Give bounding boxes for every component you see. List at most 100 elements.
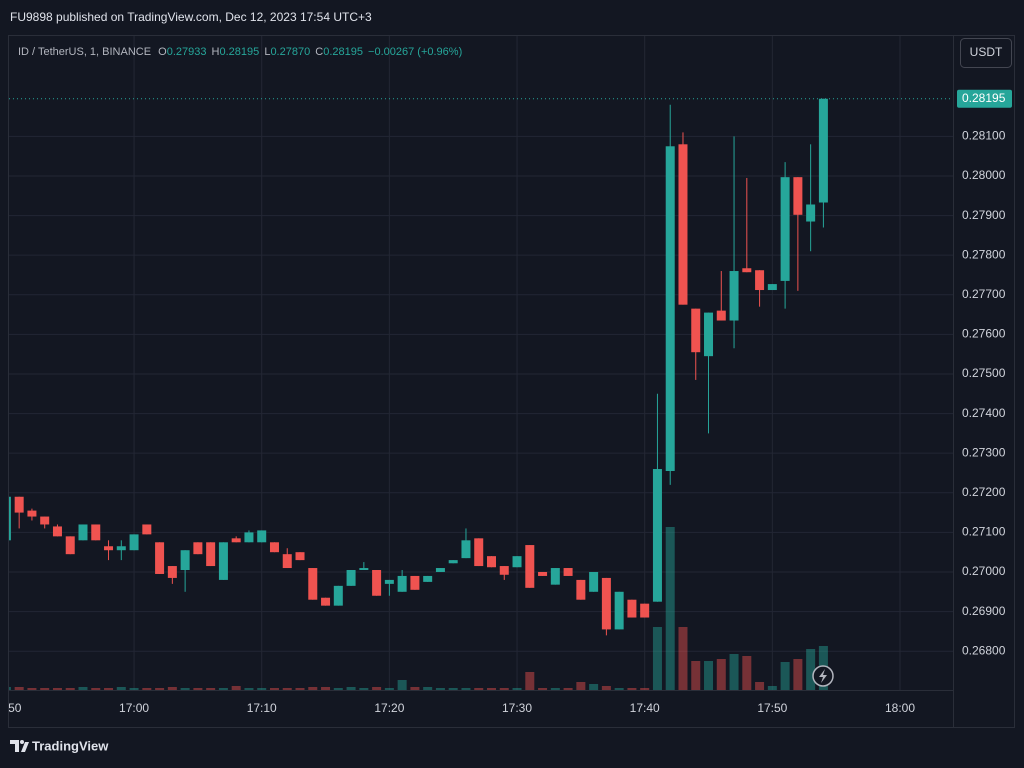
candle-body [652,469,662,602]
currency-label[interactable]: USDT [970,45,1003,59]
volume-bar [104,688,114,690]
chart-frame [8,35,1015,728]
volume-bar [576,682,586,690]
x-tick-label: 17:50 [757,701,787,715]
candle-body [614,591,624,630]
legend-label: L [264,46,270,58]
plot: 16:50 17:00 17:10 17:20 17:30 17:40 17:50 18:00 [0,98,953,715]
candle-body [206,542,216,567]
volume-bar [257,688,267,690]
candle-body [742,268,752,273]
y-tick-label: 0.27400 [962,406,1006,420]
volume-bar [550,688,560,690]
volume-bar [155,688,165,690]
volume-bar [372,687,382,690]
candle-body [704,312,714,357]
volume-bar [206,688,216,690]
candle-body [218,542,228,580]
candle-body [780,177,790,281]
volume-bar [563,688,573,690]
volume-bar [652,627,662,690]
volume-bar [282,688,292,690]
brand-logo [10,740,29,752]
volume-bar [665,527,675,690]
y-tick-label: 0.27100 [962,525,1006,539]
volume-bar [474,688,484,690]
candle-body [231,538,241,543]
x-tick-label: 16:50 [0,701,22,715]
candle-body [321,597,331,606]
volume-bar [333,688,343,690]
y-tick-label: 0.27900 [962,208,1006,222]
candle-body [257,530,267,543]
candle-body [193,542,203,555]
publish-title: FU9898 published on TradingView.com, Dec… [10,10,372,24]
candle-body [538,571,548,576]
candle-body [397,575,407,592]
candle-body [550,568,560,585]
y-tick-label: 0.27000 [962,564,1006,578]
volume-bar [295,688,305,690]
volume-bar [14,687,24,690]
volume-bar [423,687,433,690]
candle-body [486,556,496,568]
volume-bar [384,688,394,690]
candle-body [410,575,420,590]
volume-bar [40,688,50,690]
volume-bar [678,627,688,690]
volume-bar [218,688,228,690]
volume-bar [244,688,254,690]
candle-body [729,271,739,321]
candle-body [142,524,152,535]
candle-body [78,524,88,541]
y-tick-label: 0.27500 [962,366,1006,380]
candle-body [793,177,803,215]
volume-bar [231,686,241,690]
brand-name: TradingView [32,738,109,753]
candle-body [576,579,586,600]
x-tick-label: 17:40 [630,701,660,715]
candle-body [295,552,305,561]
volume-bar [321,687,331,690]
volume-bar [589,684,599,690]
volume-bar [806,649,816,690]
volume-bar [129,688,139,690]
volume-bar [9,687,11,690]
candle-body [282,554,292,569]
volume-bar [525,672,535,690]
candle-body [155,542,165,574]
candle-body [806,204,816,222]
candle-body [665,146,675,472]
y-tick-label: 0.28100 [962,129,1006,143]
legend-value: 0.28195 [323,46,363,58]
volume-bar [397,680,407,690]
volume-bar [91,688,101,690]
volume-bar [755,682,765,690]
volume-bar [499,688,509,690]
volume-bar [627,688,637,690]
candle-body [244,532,254,543]
candle-body [14,496,24,513]
candle-body [65,536,75,555]
legend-label: O [158,46,167,58]
volume-bar [742,656,752,690]
candle-body [716,310,726,321]
candle-body [167,566,177,578]
grid [9,36,953,690]
x-tick-label: 17:00 [119,701,149,715]
volume-bar [410,687,420,690]
candle-body [640,603,650,618]
volume-bar [448,688,458,690]
candle-body [9,496,11,541]
volume-bar [52,688,62,690]
candle-body [40,516,50,525]
legend-change: −0.00267 (+0.96%) [368,46,462,58]
candle-body [589,571,599,592]
volume-bar [435,688,445,690]
currency-button[interactable] [960,38,1012,68]
footer [0,729,1024,768]
candle-body [755,270,765,291]
candle-body [269,542,279,553]
top-bar [0,0,1024,36]
